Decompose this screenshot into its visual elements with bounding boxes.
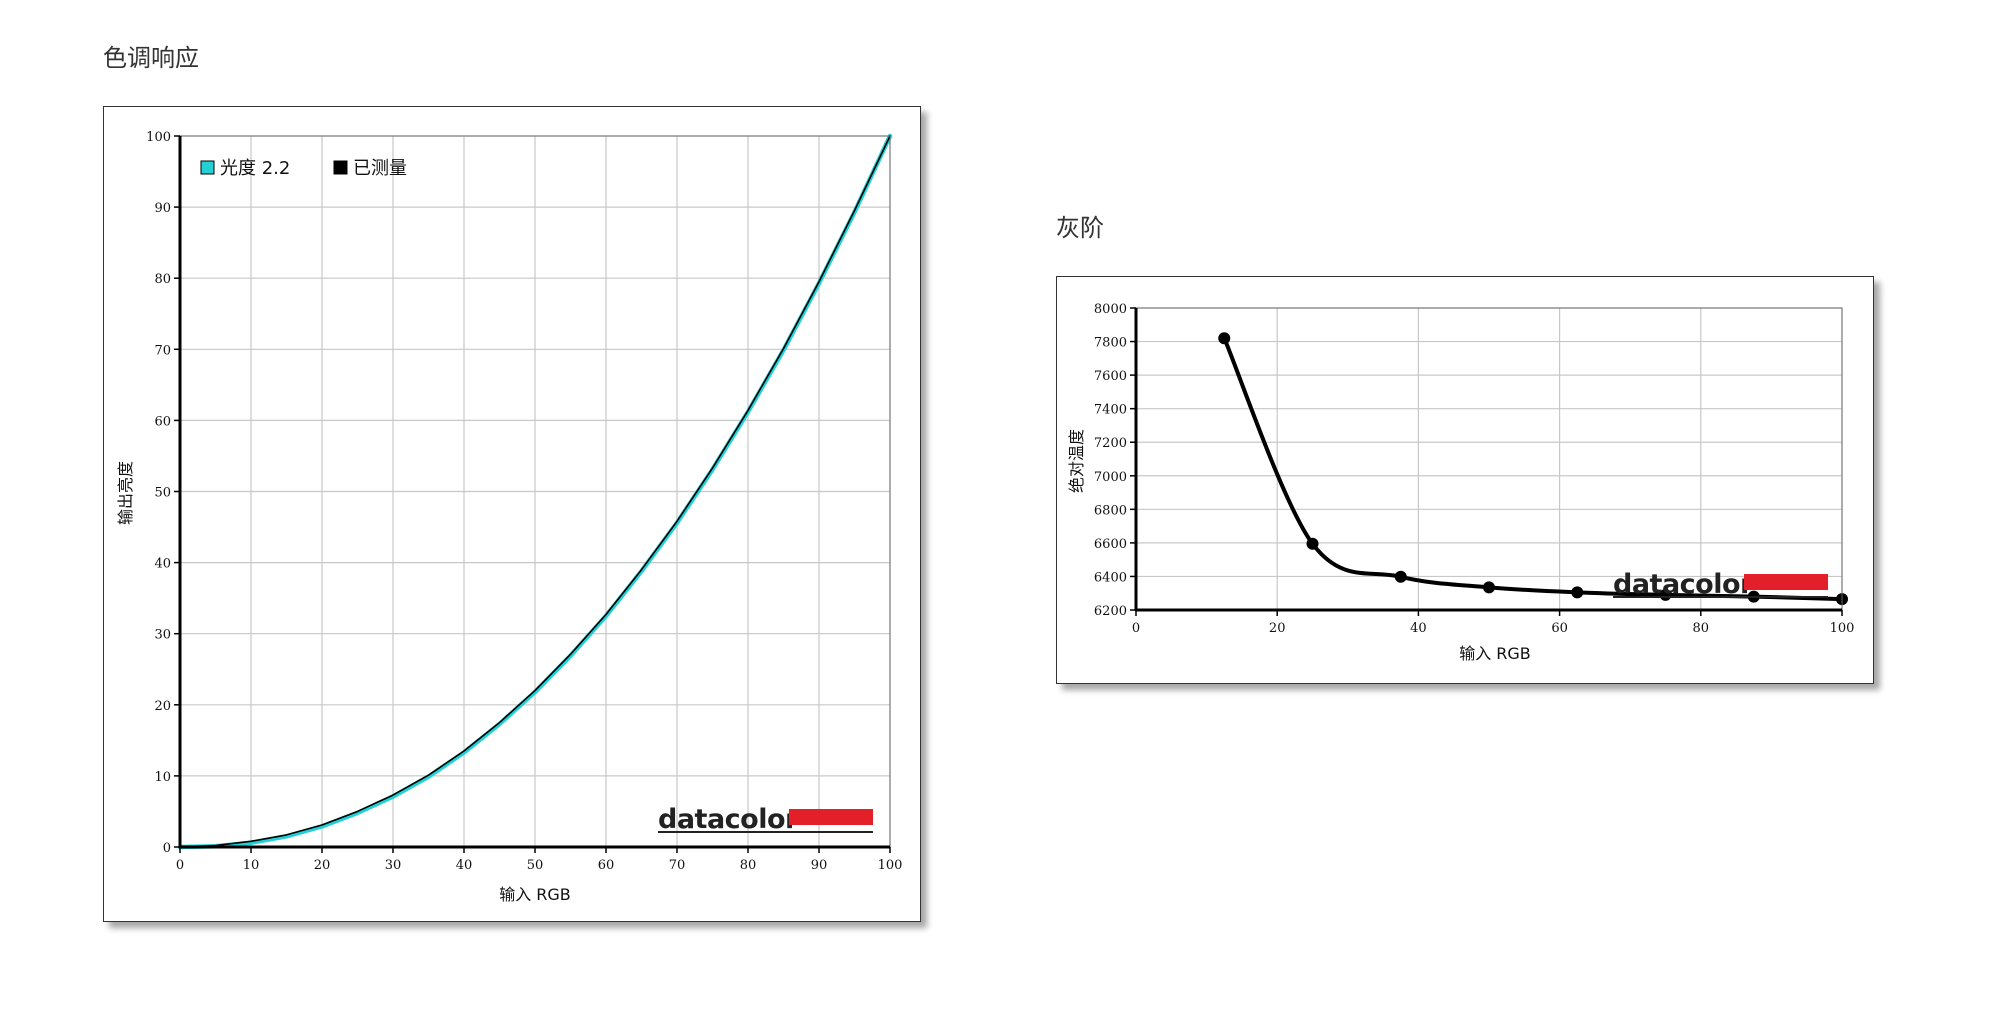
x-tick-label: 80 xyxy=(1693,621,1710,636)
datacolor-logo-chart1: datacolor xyxy=(658,804,873,835)
grayscale-grid xyxy=(1135,307,1843,611)
svg-text:datacolor: datacolor xyxy=(1613,569,1754,600)
tone-y-tick-labels: 0 10 20 30 40 50 60 70 80 90 100 xyxy=(146,130,171,856)
y-tick-label: 7400 xyxy=(1094,403,1127,418)
tone-y-axis-title: 输出亮度 xyxy=(116,461,135,525)
y-tick-label: 100 xyxy=(146,130,171,145)
grayscale-title: 灰阶 xyxy=(1056,214,1104,242)
datacolor-logo-chart2: datacolor xyxy=(1613,569,1828,600)
tone-series-lines xyxy=(177,133,893,850)
grayscale-series xyxy=(1218,332,1848,606)
y-tick-label: 6200 xyxy=(1094,604,1127,619)
grayscale-chart-frame: 0 20 40 60 80 100 6200 6400 6600 6800 7000 7200 740… xyxy=(1056,276,1874,684)
y-tick-label: 30 xyxy=(154,628,171,643)
y-tick-label: 7800 xyxy=(1094,336,1127,351)
y-tick-label: 10 xyxy=(154,770,171,785)
x-tick-label: 90 xyxy=(811,858,828,873)
y-tick-label: 6400 xyxy=(1094,570,1127,585)
tone-legend: 光度 2.2 已测量 xyxy=(200,158,407,179)
tone-response-chart: 0 10 20 30 40 50 60 70 80 90 100 0 10 20 30 40 50 60 70 80… xyxy=(116,130,903,904)
x-tick-label: 30 xyxy=(385,858,402,873)
y-tick-label: 7600 xyxy=(1094,369,1127,384)
y-tick-label: 7200 xyxy=(1094,436,1127,451)
grayscale-x-tick-labels: 0 20 40 60 80 100 xyxy=(1132,621,1855,636)
grayscale-chart: 0 20 40 60 80 100 6200 6400 6600 6800 7000 7200 740… xyxy=(1067,302,1855,663)
x-tick-label: 100 xyxy=(878,858,903,873)
tone-axes xyxy=(174,135,891,853)
y-tick-label: 70 xyxy=(154,343,171,358)
x-tick-label: 0 xyxy=(176,858,184,873)
y-tick-label: 0 xyxy=(163,841,171,856)
x-tick-label: 40 xyxy=(456,858,473,873)
x-tick-label: 20 xyxy=(314,858,331,873)
legend-label-measured: 已测量 xyxy=(353,158,407,179)
x-tick-label: 60 xyxy=(598,858,615,873)
grayscale-y-axis-title: 绝对温度 xyxy=(1067,429,1086,493)
tone-response-title: 色调响应 xyxy=(103,44,199,72)
data-point xyxy=(1218,332,1231,345)
data-point xyxy=(1306,537,1319,550)
y-tick-label: 6600 xyxy=(1094,537,1127,552)
x-tick-label: 0 xyxy=(1132,621,1140,636)
tone-grid xyxy=(179,135,891,848)
x-tick-label: 100 xyxy=(1830,621,1855,636)
y-tick-label: 60 xyxy=(154,414,171,429)
x-tick-label: 20 xyxy=(1269,621,1286,636)
y-tick-label: 20 xyxy=(154,699,171,714)
x-tick-label: 40 xyxy=(1410,621,1427,636)
tone-x-tick-labels: 0 10 20 30 40 50 60 70 80 90 100 xyxy=(176,858,903,873)
grayscale-axes xyxy=(1130,307,1843,616)
grayscale-x-axis-title: 输入 RGB xyxy=(1459,644,1531,663)
legend-swatch-gamma xyxy=(200,160,215,175)
y-tick-label: 6800 xyxy=(1094,503,1127,518)
legend-swatch-measured xyxy=(333,160,348,175)
y-tick-label: 40 xyxy=(154,557,171,572)
x-tick-label: 10 xyxy=(243,858,260,873)
plot-border xyxy=(1135,307,1843,611)
x-tick-label: 50 xyxy=(527,858,544,873)
y-tick-label: 90 xyxy=(154,201,171,216)
y-tick-label: 80 xyxy=(154,272,171,287)
x-tick-label: 60 xyxy=(1551,621,1568,636)
data-point xyxy=(1571,586,1584,599)
y-tick-label: 7000 xyxy=(1094,470,1127,485)
data-point xyxy=(1394,570,1407,583)
y-tick-label: 8000 xyxy=(1094,302,1127,317)
legend-label-gamma: 光度 2.2 xyxy=(220,158,290,179)
x-tick-label: 70 xyxy=(669,858,686,873)
y-tick-label: 50 xyxy=(154,486,171,501)
series-line-0 xyxy=(1222,336,1844,602)
data-point xyxy=(1483,581,1495,594)
svg-text:datacolor: datacolor xyxy=(658,804,799,835)
series-line-1 xyxy=(179,135,891,848)
tone-x-axis-title: 输入 RGB xyxy=(499,885,571,904)
tone-response-chart-frame: 0 10 20 30 40 50 60 70 80 90 100 0 10 20 30 40 50 60 70 80… xyxy=(103,106,921,922)
x-tick-label: 80 xyxy=(740,858,757,873)
grayscale-y-tick-labels: 6200 6400 6600 6800 7000 7200 7400 7600 7800 8000 xyxy=(1094,302,1127,619)
